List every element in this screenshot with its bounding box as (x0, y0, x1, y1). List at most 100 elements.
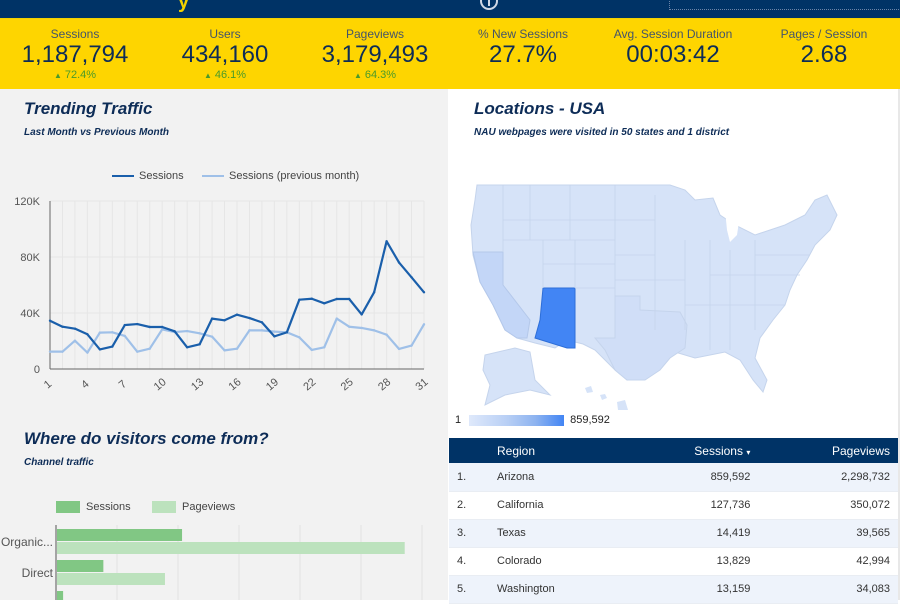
data-point (372, 291, 376, 294)
map-state-hawaii (585, 386, 628, 410)
kpi-value: 2.68 (800, 41, 848, 68)
x-tick-label: 19 (264, 376, 281, 393)
data-point (260, 329, 264, 332)
kpi-delta: ▲ 64.3% (300, 69, 450, 81)
data-point (86, 351, 89, 354)
kpi-users: Users 434,160 ▲ 46.1% (150, 19, 300, 81)
data-point (397, 347, 401, 351)
table-row[interactable]: 2. California 127,736 350,072 (449, 491, 898, 520)
y-tick-label: 120K (14, 196, 40, 208)
kpi-label: Avg. Session Duration (613, 27, 733, 41)
map-state-texas (593, 295, 688, 381)
row-region: Arizona (497, 463, 625, 492)
usa-map[interactable] (455, 180, 875, 410)
sessions-column-header[interactable]: Sessions ▾ (624, 438, 753, 463)
data-point (248, 329, 251, 332)
date-range-selector[interactable] (669, 0, 900, 10)
bar-sessions (57, 591, 64, 600)
data-point (348, 297, 351, 301)
data-point (161, 328, 164, 331)
data-point (98, 331, 102, 334)
trending-subtitle: Last Month vs Previous Month (24, 127, 170, 138)
table-row[interactable]: 1. Arizona 859,592 2,298,732 (449, 463, 898, 492)
x-tick-label: 28 (376, 376, 393, 393)
data-point (223, 319, 226, 322)
data-point (397, 261, 401, 264)
kpi-value: 00:03:42 (626, 41, 720, 68)
map-state-california (472, 251, 531, 339)
x-tick-label: 4 (79, 378, 91, 391)
report-title-fragment: y (178, 0, 190, 13)
row-sessions: 13,829 (624, 547, 753, 576)
data-point (173, 330, 176, 333)
bar-pageviews (57, 542, 405, 554)
kpi-label: Pages / Session (780, 27, 868, 41)
data-point (185, 329, 189, 333)
legend-label: Sessions (139, 170, 184, 182)
kpi-new-sessions: % New Sessions 27.7% (448, 19, 598, 69)
y-tick-label: 40K (20, 308, 40, 320)
row-pageviews: 350,072 (752, 491, 898, 520)
data-point (185, 346, 189, 349)
data-point (61, 350, 64, 353)
x-tick-label: 10 (152, 376, 169, 393)
channels-subtitle: Channel traffic (24, 457, 94, 468)
data-point (348, 325, 351, 328)
legend-swatch-sessions-icon (56, 501, 80, 513)
data-point (98, 348, 102, 351)
data-point (235, 347, 239, 350)
data-point (198, 343, 201, 346)
data-point (223, 349, 226, 352)
legend-previous-month[interactable]: Sessions (previous month) (202, 170, 359, 182)
data-point (385, 333, 388, 336)
data-point (422, 323, 426, 326)
row-pageviews: 34,083 (752, 575, 898, 604)
kpi-value: 27.7% (488, 41, 558, 68)
table-row[interactable]: 5. Washington 13,159 34,083 (449, 575, 898, 604)
x-tick-label: 13 (189, 376, 206, 393)
data-point (360, 313, 363, 316)
kpi-delta: ▲ 72.4% (0, 69, 150, 81)
row-sessions: 13,159 (624, 575, 753, 604)
legend-bar-sessions[interactable]: Sessions (56, 501, 131, 513)
data-point (111, 345, 114, 348)
arrow-up-icon: ▲ (203, 71, 212, 80)
x-tick-label: 16 (227, 376, 244, 393)
legend-sessions[interactable]: Sessions (112, 170, 184, 182)
kpi-delta: ▲ 46.1% (150, 69, 300, 81)
data-point (323, 346, 326, 349)
data-point (123, 323, 127, 327)
bar-sessions (57, 529, 183, 541)
arrow-up-icon: ▲ (353, 71, 362, 80)
x-tick-label: 31 (414, 376, 431, 393)
data-point (148, 325, 151, 329)
kpi-value: 3,179,493 (321, 41, 429, 68)
trending-title: Trending Traffic (24, 99, 153, 118)
data-point (410, 344, 413, 347)
legend-line-sessions-icon (112, 175, 134, 177)
data-point (323, 302, 326, 305)
data-point (123, 334, 127, 338)
region-column-header[interactable]: Region (497, 438, 625, 463)
data-point (335, 297, 338, 301)
row-rank: 4. (449, 547, 497, 576)
data-point (248, 316, 251, 320)
data-point (111, 331, 114, 334)
kpi-delta-value: 64.3% (364, 69, 397, 81)
table-row[interactable]: 4. Colorado 13,829 42,994 (449, 547, 898, 576)
kpi-sessions: Sessions 1,187,794 ▲ 72.4% (0, 19, 150, 81)
data-point (161, 325, 164, 329)
trending-traffic-chart: 0 40K 80K 120K 1 4 7 10 13 16 19 22 25 28 31 (14, 196, 431, 393)
kpi-pages-per-session: Pages / Session 2.68 (750, 19, 898, 69)
locations-subtitle: NAU webpages were visited in 50 states a… (474, 127, 730, 138)
row-region: Washington (497, 575, 625, 604)
data-point (61, 325, 64, 328)
table-row[interactable]: 3. Texas 14,419 39,565 (449, 519, 898, 548)
legend-bar-pageviews[interactable]: Pageviews (152, 501, 235, 513)
row-sessions: 14,419 (624, 519, 753, 548)
pageviews-column-header[interactable]: Pageviews (752, 438, 898, 463)
row-sessions: 859,592 (624, 463, 753, 492)
rank-column-header (449, 438, 497, 463)
row-rank: 5. (449, 575, 497, 604)
row-region: Texas (497, 519, 625, 548)
